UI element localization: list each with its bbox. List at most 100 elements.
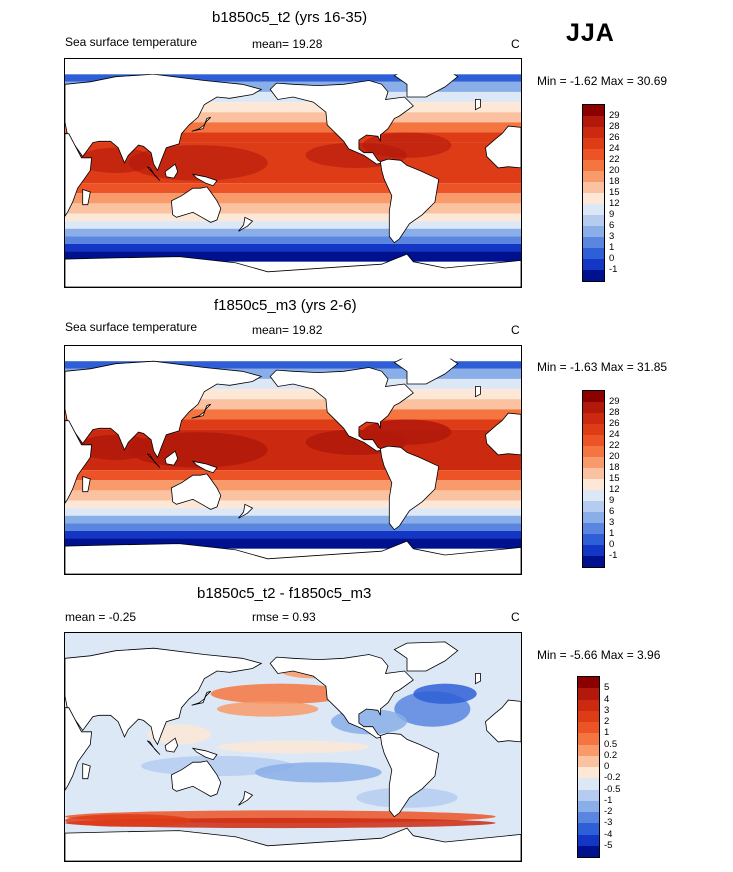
sst-band: [65, 490, 521, 501]
colorbar-tick-label: 28: [609, 121, 620, 132]
land-outline: [393, 641, 459, 672]
colorbar-tick-label: -3: [604, 817, 613, 829]
colorbar-tick-label: 3: [604, 704, 610, 716]
colorbar-tick-label: 4: [604, 693, 610, 705]
colorbar-swatch: [583, 237, 604, 248]
colorbar-swatch: [578, 789, 599, 801]
sst-band: [65, 243, 521, 252]
colorbar-swatch: [578, 823, 599, 835]
land-outline: [65, 420, 93, 504]
land-outline: [238, 503, 254, 519]
colorbar-swatch: [583, 413, 604, 424]
land-outline: [485, 412, 521, 456]
sst-band: [65, 251, 521, 262]
colorbar-swatch: [583, 479, 604, 490]
panel-units-bottom: C: [511, 610, 520, 624]
land-outline: [191, 403, 211, 419]
anomaly-region: [210, 683, 350, 704]
sst-band: [65, 480, 521, 491]
colorbar-swatch: [583, 446, 604, 457]
sst-band: [65, 193, 521, 204]
colorbar-tick-label: 0.5: [604, 738, 618, 750]
sst-band: [65, 183, 521, 194]
colorbar-tick-label: -0.5: [604, 783, 621, 795]
sst-band: [65, 389, 521, 400]
colorbar-tick-label: 0: [604, 761, 610, 772]
land-outline: [164, 163, 179, 179]
colorbar-swatch: [578, 800, 599, 812]
sst-band: [65, 409, 521, 420]
colorbar-swatch: [583, 435, 604, 446]
map-canvas: [65, 633, 521, 861]
colorbar-tick-label: 24: [609, 143, 620, 154]
sst-band: [65, 132, 521, 143]
colorbar-swatch: [583, 534, 604, 545]
colorbar-tick-label: 22: [609, 440, 620, 451]
land-outline: [82, 475, 91, 493]
colorbar-swatch: [578, 710, 599, 722]
sst-band: [65, 102, 521, 113]
colorbar-swatch: [583, 501, 604, 512]
colorbar-swatch: [583, 127, 604, 138]
colorbar-swatch: [583, 171, 604, 182]
colorbar-middle: [582, 390, 605, 568]
colorbar-swatch: [583, 215, 604, 226]
warm-pool: [362, 132, 452, 158]
land-outline: [269, 80, 414, 165]
colorbar-tick-label: 6: [609, 220, 615, 231]
colorbar-swatch: [583, 468, 604, 479]
colorbar-swatch: [578, 767, 599, 779]
land-outline: [269, 367, 414, 452]
colorbar-tick-label: 0: [609, 539, 615, 550]
sst-diff-map-bottom: [64, 632, 522, 862]
colorbar-tick-label: -4: [604, 828, 613, 840]
colorbar-tick-label: 1: [609, 242, 615, 253]
sst-band: [65, 122, 521, 133]
land-outline: [191, 173, 218, 187]
warm-pool: [77, 147, 154, 173]
land-outline: [269, 654, 414, 739]
land-outline: [170, 186, 222, 223]
sst-band: [65, 203, 521, 214]
colorbar-swatch: [583, 402, 604, 413]
land-outline: [191, 690, 211, 706]
land-outline: [65, 707, 93, 791]
warm-pool: [362, 419, 452, 445]
colorbar-swatch: [583, 556, 604, 567]
sst-map-top: [64, 58, 522, 288]
colorbar-tick-label: 20: [609, 451, 620, 462]
land-outline: [65, 73, 263, 172]
colorbar-swatch: [583, 226, 604, 237]
sst-band: [65, 508, 521, 516]
colorbar-swatch: [583, 182, 604, 193]
land-outline: [191, 116, 211, 132]
map-canvas: [65, 346, 521, 574]
sst-band: [65, 500, 521, 509]
panel-minmax-bottom: Min = -5.66 Max = 3.96: [537, 648, 661, 662]
colorbar-tick-label: 1: [604, 727, 610, 739]
land-outline: [379, 732, 440, 818]
anomaly-region: [65, 814, 192, 827]
colorbar-tick-label: 24: [609, 429, 620, 440]
colorbar-tick-label: 9: [609, 209, 615, 220]
land-outline: [485, 125, 521, 169]
sst-band: [65, 470, 521, 481]
panel-left-label-bottom: mean = -0.25: [65, 610, 137, 624]
colorbar-tick-label: 18: [609, 176, 620, 187]
season-label: JJA: [566, 19, 615, 47]
land-outline: [474, 673, 481, 685]
colorbar-tick-label: 12: [609, 198, 620, 209]
warm-pool: [77, 434, 154, 460]
land-outline: [474, 386, 481, 398]
colorbar-tick-label: 28: [609, 407, 620, 418]
land-outline: [474, 99, 481, 111]
colorbar-swatch: [583, 270, 604, 281]
colorbar-swatch: [583, 193, 604, 204]
map-canvas: [65, 59, 521, 287]
colorbar-swatch: [578, 722, 599, 734]
panel-title-top: b1850c5_t2 (yrs 16-35): [212, 9, 368, 26]
land-outline: [65, 360, 263, 459]
colorbar-swatch: [583, 248, 604, 259]
land-outline: [238, 216, 254, 232]
colorbar-swatch: [578, 834, 599, 846]
